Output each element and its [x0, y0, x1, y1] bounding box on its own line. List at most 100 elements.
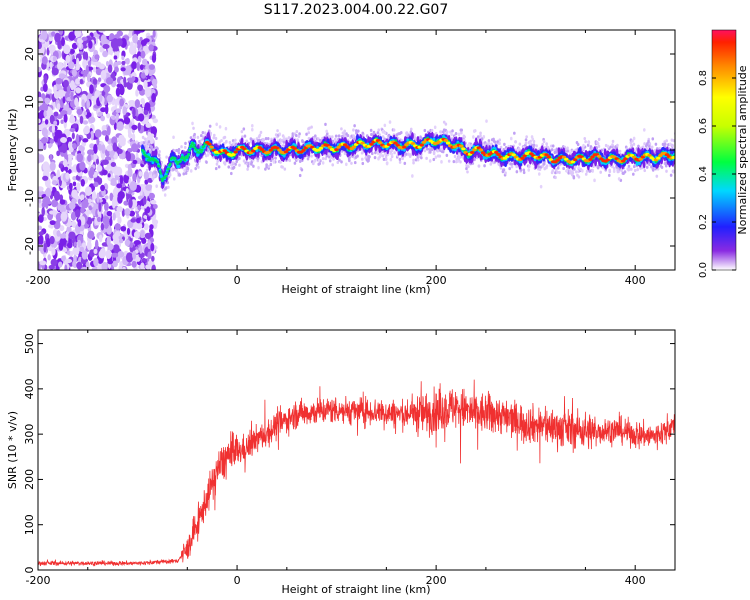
ridge-halo	[278, 132, 282, 136]
noise-speckle	[131, 143, 139, 153]
ridge-halo	[145, 168, 149, 172]
ridge-halo	[193, 132, 196, 137]
ridge-halo	[196, 135, 200, 139]
ridge-halo	[367, 158, 370, 163]
noise-speckle	[119, 98, 125, 107]
ridge-halo	[584, 140, 587, 144]
ridge-halo	[343, 129, 347, 133]
noise-speckle	[107, 173, 111, 178]
ridge-halo	[609, 145, 612, 149]
noise-speckle	[128, 198, 133, 209]
ridge-halo	[452, 159, 456, 164]
ridge-halo	[272, 160, 276, 164]
ridge-halo	[577, 175, 581, 179]
noise-speckle	[93, 248, 98, 255]
ridge-halo	[574, 170, 578, 174]
ridge-halo	[340, 127, 343, 131]
ridge-halo	[632, 142, 636, 146]
noise-speckle	[145, 116, 149, 126]
ridge-halo	[283, 167, 287, 171]
ridge-halo	[325, 129, 328, 134]
noise-speckle	[125, 66, 129, 76]
noise-speckle	[112, 260, 118, 268]
ridge-halo	[498, 138, 502, 142]
noise-speckle	[72, 142, 77, 150]
ridge-halo	[340, 160, 343, 164]
ridge-halo	[401, 156, 404, 161]
ridge-halo	[562, 166, 565, 171]
ridge-halo	[360, 157, 364, 161]
ridge-halo	[636, 168, 639, 172]
noise-speckle	[73, 254, 77, 264]
noise-speckle	[111, 252, 119, 258]
noise-speckle	[117, 251, 125, 258]
ridge-halo	[430, 128, 434, 133]
noise-speckle	[50, 258, 58, 267]
ridge-halo	[482, 135, 486, 139]
ridge-halo	[266, 137, 270, 141]
ridge-halo	[584, 172, 588, 176]
noise-speckle	[47, 143, 52, 149]
noise-speckle	[100, 107, 107, 113]
noise-speckle	[125, 151, 132, 162]
ridge-halo	[582, 143, 585, 148]
ridge-halo	[632, 172, 635, 176]
ridge-halo	[154, 170, 157, 174]
ridge-halo	[361, 131, 365, 135]
noise-speckle	[128, 210, 136, 217]
noise-speckle	[111, 198, 116, 209]
ridge-halo	[220, 139, 223, 143]
noise-speckle	[135, 217, 141, 224]
noise-speckle	[42, 175, 49, 181]
noise-speckle	[98, 93, 103, 103]
ridge-halo	[517, 147, 521, 151]
ridge-halo	[250, 123, 254, 128]
noise-speckle	[75, 78, 81, 85]
ridge-halo	[383, 130, 387, 135]
noise-speckle	[48, 210, 55, 215]
ridge-halo	[228, 140, 232, 145]
noise-speckle	[48, 44, 56, 53]
noise-speckle	[125, 187, 129, 194]
ridge-halo	[390, 152, 394, 157]
noise-speckle	[81, 266, 87, 270]
ridge-halo	[409, 127, 413, 131]
noise-speckle	[75, 209, 81, 218]
ridge-halo	[383, 152, 387, 156]
ridge-halo	[663, 142, 667, 146]
noise-speckle	[123, 76, 127, 85]
ridge-halo	[528, 142, 532, 146]
ridge-halo	[214, 166, 218, 171]
ridge-halo	[451, 129, 454, 133]
noise-speckle	[78, 38, 82, 49]
ridge-halo	[398, 157, 402, 161]
noise-speckle	[102, 125, 107, 131]
ridge-halo	[346, 133, 350, 138]
noise-speckle	[51, 31, 56, 37]
ridge-halo	[439, 130, 442, 134]
noise-speckle	[64, 258, 73, 264]
ridge-halo	[246, 167, 249, 171]
noise-speckle	[112, 142, 118, 152]
noise-speckle	[38, 66, 42, 73]
noise-speckle	[83, 126, 90, 135]
ridge-halo	[654, 142, 658, 146]
ridge-halo	[645, 165, 649, 169]
noise-speckle	[104, 201, 109, 212]
noise-speckle	[131, 124, 138, 131]
noise-speckle	[125, 252, 134, 263]
noise-speckle	[150, 199, 157, 205]
ridge-halo	[472, 135, 475, 139]
ridge-halo	[142, 141, 146, 145]
ridge-halo	[577, 165, 581, 170]
ridge-halo	[301, 139, 304, 143]
noise-speckle	[70, 49, 75, 54]
noise-speckle	[144, 102, 151, 112]
noise-speckle	[113, 33, 120, 40]
noise-speckle	[132, 159, 138, 165]
noise-speckle	[122, 266, 126, 270]
noise-speckle	[91, 190, 97, 201]
ridge-halo	[333, 137, 337, 141]
noise-speckle	[152, 30, 156, 38]
ridge-halo	[503, 142, 506, 146]
